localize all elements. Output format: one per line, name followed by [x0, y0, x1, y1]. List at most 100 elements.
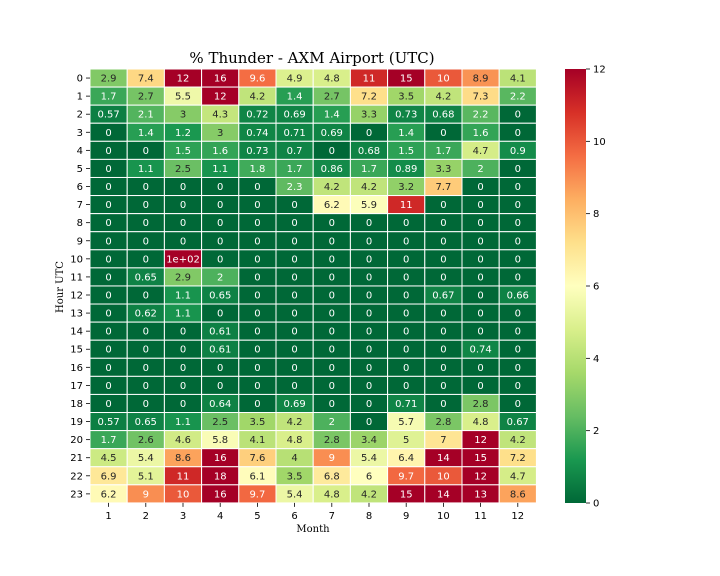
cell-value-label: 0: [403, 254, 409, 265]
cell-value-label: 0: [143, 381, 149, 392]
cell-value-label: 0: [366, 309, 372, 320]
cell-value-label: 0: [105, 363, 111, 374]
cell-value-label: 0: [105, 399, 111, 410]
cell-value-label: 4.7: [510, 471, 526, 482]
cell-value-label: 0: [254, 381, 260, 392]
cell-value-label: 0: [105, 128, 111, 139]
cell-value-label: 0.61: [209, 327, 231, 338]
cell-value-label: 0: [403, 345, 409, 356]
cell-value-label: 2.6: [138, 435, 154, 446]
cell-value-label: 0: [105, 200, 111, 211]
y-tick-label: 7: [77, 200, 83, 211]
cell-value-label: 2.7: [138, 92, 154, 103]
cell-value-label: 4.2: [324, 182, 340, 193]
cell-value-label: 0.65: [209, 291, 231, 302]
cell-value-label: 0: [254, 182, 260, 193]
cell-value-label: 0: [254, 309, 260, 320]
y-tick-label: 22: [70, 471, 83, 482]
cell-value-label: 0: [217, 200, 223, 211]
cell-value-label: 0: [329, 291, 335, 302]
y-tick-label: 4: [77, 146, 83, 157]
y-tick-label: 21: [70, 453, 83, 464]
cell-value-label: 0: [366, 254, 372, 265]
cell-value-label: 0.72: [246, 110, 268, 121]
cell-value-label: 0: [105, 309, 111, 320]
cell-value-label: 0: [143, 218, 149, 229]
cell-value-label: 5.9: [361, 200, 377, 211]
y-tick-label: 16: [70, 363, 83, 374]
cell-value-label: 2: [217, 272, 223, 283]
cell-value-label: 0.71: [283, 128, 305, 139]
cell-value-label: 12: [177, 74, 190, 85]
cell-value-label: 0: [105, 345, 111, 356]
cell-value-label: 0: [329, 399, 335, 410]
cell-value-label: 2.1: [138, 110, 154, 121]
colorbar-tick-label: 12: [593, 65, 606, 76]
cell-value-label: 0: [329, 236, 335, 247]
cell-value-label: 0.74: [469, 345, 491, 356]
cell-value-label: 0.71: [395, 399, 417, 410]
cell-value-label: 3.4: [361, 435, 377, 446]
cell-value-label: 0: [143, 146, 149, 157]
cell-value-label: 4.7: [473, 146, 489, 157]
colorbar-ticks: 0 2 4 6 8 10 12: [586, 65, 606, 510]
cell-value-label: 0: [440, 363, 446, 374]
cell-value-label: 1.7: [435, 146, 451, 157]
cell-value-label: 0: [477, 218, 483, 229]
cell-value-label: 0: [180, 345, 186, 356]
cell-value-label: 0: [515, 182, 521, 193]
colorbar-tick-label: 4: [593, 354, 599, 365]
cell-value-label: 0: [477, 182, 483, 193]
cell-value-label: 0: [143, 200, 149, 211]
cell-value-label: 7.4: [138, 74, 154, 85]
cell-value-label: 0: [105, 236, 111, 247]
cell-value-label: 1.2: [175, 128, 191, 139]
cell-value-label: 4.2: [287, 417, 303, 428]
cell-value-label: 0: [440, 381, 446, 392]
cell-value-label: 1.5: [398, 146, 414, 157]
cell-value-label: 0: [329, 309, 335, 320]
cell-value-label: 0.57: [97, 417, 119, 428]
cell-value-label: 2.5: [212, 417, 228, 428]
colorbar-tick-label: 10: [593, 137, 606, 148]
y-tick-label: 9: [77, 236, 83, 247]
cell-value-label: 1.4: [324, 110, 340, 121]
cell-value-label: 0: [105, 182, 111, 193]
cell-value-label: 0: [366, 272, 372, 283]
cell-value-label: 0: [515, 327, 521, 338]
cell-value-label: 11: [400, 200, 413, 211]
cell-value-label: 0.67: [507, 417, 529, 428]
cell-value-label: 0.64: [209, 399, 231, 410]
cell-value-label: 1.8: [249, 164, 265, 175]
cell-value-label: 0: [440, 309, 446, 320]
y-tick-label: 2: [77, 110, 83, 121]
cell-value-label: 0.68: [358, 146, 380, 157]
cell-value-label: 13: [474, 489, 487, 500]
cell-value-label: 4.2: [510, 435, 526, 446]
cell-value-label: 0: [329, 146, 335, 157]
cell-value-label: 0: [291, 381, 297, 392]
cell-value-label: 0: [291, 200, 297, 211]
cell-value-label: 2.8: [324, 435, 340, 446]
cell-value-label: 0.69: [321, 128, 343, 139]
cell-value-label: 0: [217, 363, 223, 374]
colorbar-tick-label: 0: [593, 499, 599, 510]
cell-value-label: 8.6: [510, 489, 526, 500]
y-tick-label: 12: [70, 291, 83, 302]
cell-value-label: 16: [214, 453, 227, 464]
cell-value-label: 6.1: [249, 471, 265, 482]
cell-value-label: 16: [214, 74, 227, 85]
cell-value-label: 1.1: [138, 164, 154, 175]
cell-value-label: 2.8: [473, 399, 489, 410]
cell-value-label: 6: [366, 471, 372, 482]
x-tick-label: 6: [291, 511, 297, 522]
cell-value-label: 6.8: [324, 471, 340, 482]
cell-value-label: 0: [180, 218, 186, 229]
cell-value-label: 0: [291, 345, 297, 356]
cell-value-label: 0: [180, 363, 186, 374]
y-tick-label: 18: [70, 399, 83, 410]
x-tick-label: 4: [217, 511, 223, 522]
cell-value-label: 0: [217, 254, 223, 265]
cell-value-label: 0: [217, 218, 223, 229]
